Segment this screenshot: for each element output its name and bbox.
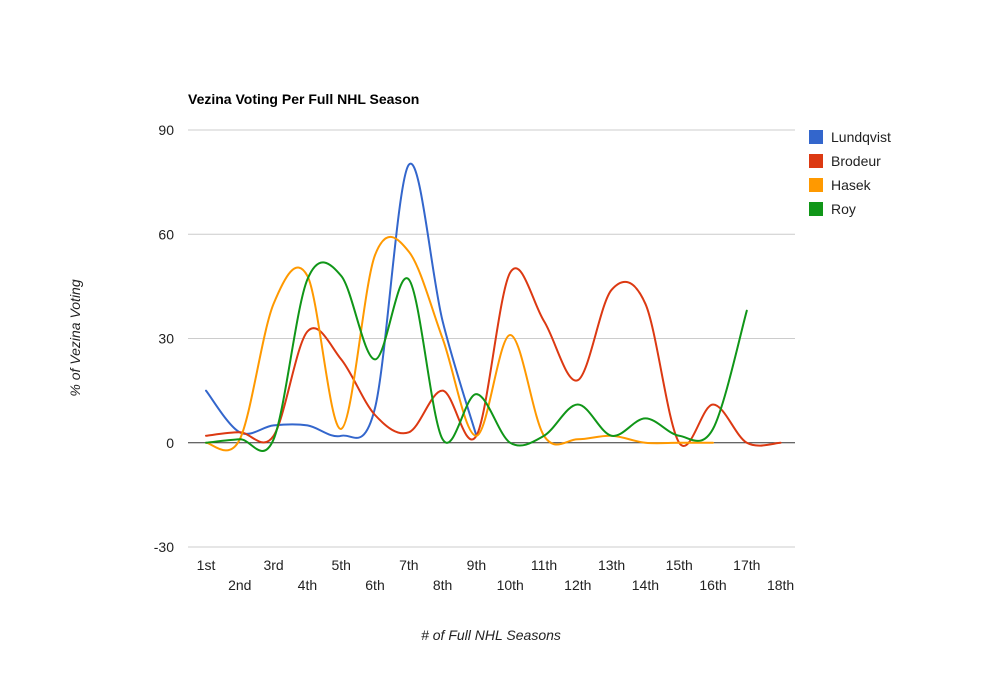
legend-label-roy: Roy <box>831 201 856 217</box>
x-tick-label: 14th <box>632 577 659 593</box>
series-line-brodeur <box>205 267 782 447</box>
x-tick-label: 8th <box>433 577 452 593</box>
chart-title: Vezina Voting Per Full NHL Season <box>188 91 419 107</box>
x-tick-label: 9th <box>467 557 486 573</box>
x-tick-label: 13th <box>598 557 625 573</box>
x-tick-label: 15th <box>666 557 693 573</box>
y-tick-label: -30 <box>154 539 174 555</box>
y-tick-label: 30 <box>158 331 174 347</box>
y-tick-label: 90 <box>158 122 174 138</box>
x-tick-label: 6th <box>365 577 384 593</box>
x-tick-label: 3rd <box>263 557 283 573</box>
x-tick-label: 16th <box>699 577 726 593</box>
legend-label-brodeur: Brodeur <box>831 153 881 169</box>
x-tick-label: 5th <box>331 557 350 573</box>
series-line-roy <box>205 261 748 452</box>
y-tick-label: 0 <box>166 435 174 451</box>
legend-swatch-roy <box>809 202 823 216</box>
x-axis-title: # of Full NHL Seasons <box>421 627 561 643</box>
y-tick-label: 60 <box>158 226 174 242</box>
series-line-lundqvist <box>205 162 478 439</box>
legend-swatch-lundqvist <box>809 130 823 144</box>
x-tick-label: 17th <box>733 557 760 573</box>
x-tick-label: 18th <box>767 577 794 593</box>
x-tick-label: 10th <box>497 577 524 593</box>
legend-swatch-brodeur <box>809 154 823 168</box>
x-tick-label: 7th <box>399 557 418 573</box>
x-tick-label: 2nd <box>228 577 251 593</box>
x-tick-label: 1st <box>197 557 216 573</box>
y-axis-title: % of Vezina Voting <box>67 279 83 396</box>
x-tick-label: 4th <box>298 577 317 593</box>
x-tick-label: 12th <box>564 577 591 593</box>
legend-label-lundqvist: Lundqvist <box>831 129 891 145</box>
x-tick-label: 11th <box>531 557 557 573</box>
legend-swatch-hasek <box>809 178 823 192</box>
legend-label-hasek: Hasek <box>831 177 872 193</box>
